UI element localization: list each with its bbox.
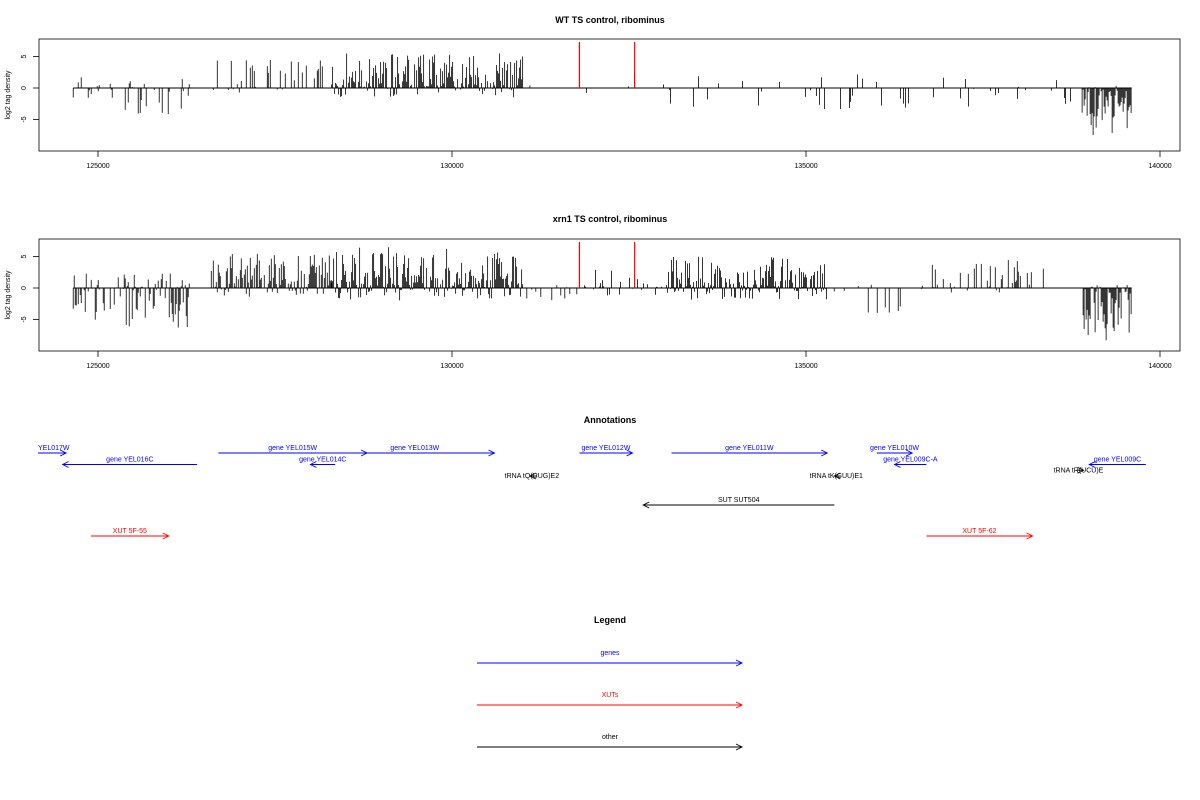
- x-tick-label: 125000: [86, 363, 109, 370]
- y-tick-label: -5: [21, 316, 28, 322]
- feature-label: tRNA tK(CUU)E1: [810, 473, 863, 480]
- x-tick-label: 130000: [440, 363, 463, 370]
- annotation-feature: gene YEL009C: [1088, 457, 1146, 468]
- annotations-panel: Annotations YEL017W gene YEL016C gene YEL0…: [38, 415, 1146, 540]
- annotation-feature: SUT SUT504: [642, 497, 835, 509]
- x-tick-label: 130000: [440, 163, 463, 170]
- y-axis-label: log2 tag density: [5, 70, 12, 120]
- x-tick-label: 135000: [794, 163, 817, 170]
- annotations-title: Annotations: [584, 415, 637, 425]
- arrow-head: [893, 461, 901, 468]
- track-xrn1: xrn1 TS control, ribominus log2 tag dens…: [5, 214, 1181, 370]
- annotation-feature: gene YEL016C: [61, 457, 198, 468]
- y-tick-label: 5: [21, 54, 28, 58]
- legend-label: genes: [600, 650, 620, 657]
- position-markers: [578, 242, 636, 288]
- arrow-head: [61, 461, 69, 468]
- annotation-feature: gene YEL009C-A: [883, 457, 938, 468]
- annotation-feature: gene YEL012W: [579, 445, 634, 457]
- feature-label: gene YEL011W: [725, 445, 774, 452]
- annotation-feature: tRNA tQ(UUG)E2: [505, 472, 560, 480]
- arrow-head: [1088, 461, 1096, 468]
- x-tick-label: 140000: [1148, 363, 1171, 370]
- feature-label: gene YEL016C: [106, 457, 153, 464]
- annotation-features: YEL017W gene YEL016C gene YEL015W gene YEL0…: [38, 445, 1146, 540]
- legend-item-other: other: [477, 734, 744, 751]
- y-tick-label: 0: [21, 86, 28, 90]
- annotation-feature: XUT 5F-55: [90, 528, 170, 540]
- annotation-feature: gene YEL011W: [671, 445, 829, 457]
- arrow-head: [735, 743, 744, 751]
- legend-label: XUTs: [602, 692, 619, 699]
- position-markers: [578, 42, 636, 88]
- arrow-head: [1026, 532, 1034, 540]
- x-tick-label: 125000: [86, 163, 109, 170]
- arrow-head: [905, 449, 914, 457]
- x-tick-label: 140000: [1148, 163, 1171, 170]
- y-tick-label: 5: [21, 254, 28, 258]
- track-title: xrn1 TS control, ribominus: [553, 214, 668, 224]
- track-title: WT TS control, ribominus: [555, 15, 665, 25]
- annotation-feature: gene YEL010W: [870, 445, 919, 457]
- y-ticks: 5 0 -5: [21, 254, 39, 323]
- x-tick-label: 135000: [794, 363, 817, 370]
- x-ticks: 125000 130000 135000 140000: [86, 151, 1172, 170]
- annotation-feature: gene YEL013W: [335, 445, 496, 457]
- y-tick-label: 0: [21, 286, 28, 290]
- feature-label: XUT 5F-55: [113, 528, 147, 535]
- annotation-feature: gene YEL014C: [299, 457, 346, 468]
- arrow-head: [735, 701, 744, 709]
- arrow-head: [162, 532, 170, 540]
- legend-item-genes: genes: [477, 650, 744, 667]
- arrow-head: [528, 472, 537, 480]
- feature-label: gene YEL015W: [268, 445, 317, 452]
- arrow-head: [735, 659, 744, 667]
- arrow-head: [833, 472, 841, 480]
- annotation-feature: YEL017W: [38, 445, 70, 457]
- arrow-head: [488, 449, 496, 457]
- annotation-feature: tRNA tK(CUU)E1: [810, 472, 863, 480]
- feature-label: gene YEL012W: [582, 445, 631, 452]
- track-wt: WT TS control, ribominus log2 tag densit…: [5, 15, 1181, 170]
- feature-label: tRNA tQ(UUG)E2: [505, 473, 560, 480]
- plot-frame: [38, 238, 1181, 352]
- feature-label: SUT SUT504: [718, 497, 760, 504]
- arrow-head: [309, 461, 317, 468]
- y-axis-label: log2 tag density: [5, 270, 12, 320]
- feature-label: gene YEL010W: [870, 445, 919, 452]
- annotation-feature: tRNA tR(UCU)E: [1054, 466, 1104, 474]
- legend-item-xuts: XUTs: [477, 692, 744, 709]
- legend-panel: Legend genes XUTs other: [477, 615, 744, 751]
- y-ticks: 5 0 -5: [21, 54, 39, 123]
- legend-title: Legend: [594, 615, 626, 625]
- density-bars: [72, 53, 1132, 136]
- feature-label: YEL017W: [38, 445, 70, 452]
- annotation-feature: XUT 5F-62: [926, 528, 1034, 540]
- annotation-feature: gene YEL015W: [218, 445, 369, 457]
- feature-label: tRNA tR(UCU)E: [1054, 467, 1104, 474]
- arrow-head: [1077, 466, 1085, 474]
- feature-label: XUT 5F-62: [962, 528, 996, 535]
- arrow-head: [642, 501, 650, 509]
- arrow-head: [821, 449, 829, 457]
- feature-label: gene YEL013W: [390, 445, 439, 452]
- plot-frame: [38, 38, 1181, 152]
- x-ticks: 125000 130000 135000 140000: [86, 351, 1172, 370]
- arrow-head: [59, 449, 68, 457]
- feature-label: gene YEL009C: [1094, 457, 1141, 464]
- density-bars: [72, 247, 1132, 341]
- y-tick-label: -5: [21, 116, 28, 122]
- legend-label: other: [602, 734, 619, 741]
- feature-label: gene YEL009C-A: [883, 457, 938, 464]
- feature-label: gene YEL014C: [299, 457, 346, 464]
- arrow-head: [626, 449, 634, 457]
